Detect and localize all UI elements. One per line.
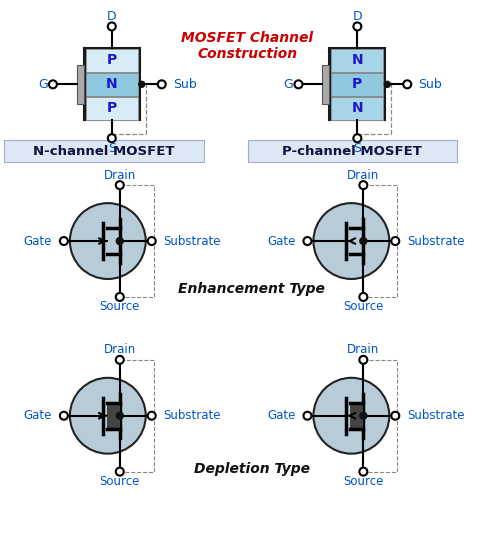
Bar xyxy=(107,403,120,429)
Circle shape xyxy=(108,22,116,30)
Text: Substrate: Substrate xyxy=(164,234,221,248)
Circle shape xyxy=(148,237,156,245)
Bar xyxy=(248,140,457,162)
Circle shape xyxy=(139,81,145,88)
Bar xyxy=(86,49,138,72)
Circle shape xyxy=(313,378,389,454)
Text: P: P xyxy=(352,77,362,91)
Text: P-channel MOSFET: P-channel MOSFET xyxy=(282,145,422,158)
Text: D: D xyxy=(107,10,117,23)
Circle shape xyxy=(116,181,124,189)
Text: Depletion Type: Depletion Type xyxy=(193,461,310,476)
Circle shape xyxy=(60,412,68,420)
Bar xyxy=(84,49,140,120)
Circle shape xyxy=(116,412,123,419)
Text: Gate: Gate xyxy=(24,234,52,248)
Text: N: N xyxy=(351,101,363,115)
Text: Source: Source xyxy=(99,475,140,488)
Text: Enhancement Type: Enhancement Type xyxy=(178,282,325,296)
Circle shape xyxy=(391,412,399,420)
Circle shape xyxy=(353,134,361,142)
Text: Gate: Gate xyxy=(24,409,52,422)
Text: Substrate: Substrate xyxy=(407,234,465,248)
Circle shape xyxy=(108,134,116,142)
Bar xyxy=(350,403,363,429)
Bar xyxy=(331,97,384,120)
Bar xyxy=(331,49,384,72)
Bar xyxy=(119,185,154,297)
Text: P: P xyxy=(107,53,117,67)
Circle shape xyxy=(313,203,389,279)
Bar xyxy=(331,73,384,96)
Bar xyxy=(86,97,138,120)
Text: Drain: Drain xyxy=(347,169,380,182)
Bar xyxy=(362,360,397,472)
Circle shape xyxy=(70,378,146,454)
Text: D: D xyxy=(352,10,362,23)
Text: Drain: Drain xyxy=(347,343,380,356)
Circle shape xyxy=(360,468,367,476)
Circle shape xyxy=(60,237,68,245)
Circle shape xyxy=(148,412,156,420)
Bar xyxy=(4,140,204,162)
Circle shape xyxy=(353,22,361,30)
Bar xyxy=(329,49,385,120)
Circle shape xyxy=(360,293,367,301)
Text: Drain: Drain xyxy=(104,169,136,182)
Bar xyxy=(323,65,329,104)
Circle shape xyxy=(360,181,367,189)
Text: S: S xyxy=(353,142,361,155)
Circle shape xyxy=(116,356,124,364)
Text: Source: Source xyxy=(343,475,384,488)
Circle shape xyxy=(116,293,124,301)
Text: Sub: Sub xyxy=(173,78,196,91)
Bar xyxy=(77,65,84,104)
Bar xyxy=(119,360,154,472)
Text: N: N xyxy=(106,77,118,91)
Bar xyxy=(86,73,138,96)
Text: Source: Source xyxy=(343,301,384,313)
Circle shape xyxy=(384,81,390,88)
Circle shape xyxy=(303,237,312,245)
Text: N-channel MOSFET: N-channel MOSFET xyxy=(33,145,175,158)
Circle shape xyxy=(303,412,312,420)
Text: N: N xyxy=(351,53,363,67)
Text: MOSFET Channel
Construction: MOSFET Channel Construction xyxy=(181,32,313,61)
Circle shape xyxy=(360,238,367,245)
Text: Substrate: Substrate xyxy=(407,409,465,422)
Circle shape xyxy=(158,80,166,88)
Text: Source: Source xyxy=(99,301,140,313)
Circle shape xyxy=(49,80,57,88)
Text: Gate: Gate xyxy=(267,409,296,422)
Text: P: P xyxy=(107,101,117,115)
Text: Sub: Sub xyxy=(418,78,442,91)
Text: S: S xyxy=(108,142,116,155)
Circle shape xyxy=(391,237,399,245)
Circle shape xyxy=(360,412,367,419)
Circle shape xyxy=(294,80,302,88)
Circle shape xyxy=(360,356,367,364)
Text: G: G xyxy=(38,78,48,91)
Bar xyxy=(362,185,397,297)
Circle shape xyxy=(403,80,411,88)
Circle shape xyxy=(116,238,123,245)
Circle shape xyxy=(116,468,124,476)
Text: Gate: Gate xyxy=(267,234,296,248)
Text: G: G xyxy=(284,78,293,91)
Text: Drain: Drain xyxy=(104,343,136,356)
Text: Substrate: Substrate xyxy=(164,409,221,422)
Circle shape xyxy=(70,203,146,279)
